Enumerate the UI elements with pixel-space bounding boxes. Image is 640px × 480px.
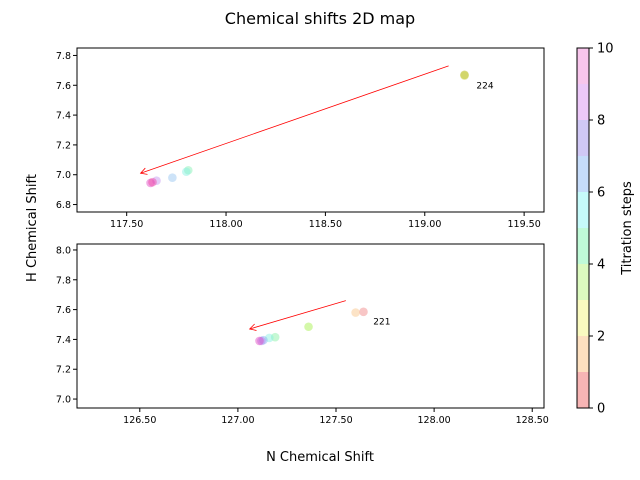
colorbar-segment [577, 48, 589, 84]
data-point [304, 322, 313, 332]
colorbar-segment [577, 300, 589, 336]
colorbar-label: Titration steps [620, 181, 635, 276]
colorbar-segment [577, 84, 589, 120]
colorbar-segment [577, 228, 589, 264]
arrow-head [139, 167, 148, 175]
colorbar-segment [577, 156, 589, 192]
colorbar-tick-label: 10 [597, 42, 614, 57]
x-tick-label: 127.00 [221, 415, 254, 426]
x-tick-label: 117.50 [110, 219, 143, 230]
x-tick-label: 118.00 [209, 219, 242, 230]
arrow-head [248, 323, 257, 331]
colorbar-segment [577, 120, 589, 156]
data-point [257, 336, 266, 346]
data-point [460, 70, 469, 80]
y-tick-label: 7.0 [56, 170, 71, 181]
colorbar-segment [577, 372, 589, 408]
plot-frame [76, 47, 545, 213]
y-tick-label: 7.8 [56, 275, 71, 286]
data-point [351, 308, 360, 317]
y-tick-label: 7.8 [56, 51, 71, 62]
y-tick-label: 6.8 [56, 200, 71, 211]
y-tick-label: 7.2 [56, 140, 71, 151]
shift-arrow [140, 65, 449, 174]
data-point [148, 177, 157, 187]
colorbar-segment [577, 192, 589, 228]
y-tick-label: 7.6 [56, 81, 71, 92]
residue-label: 224 [476, 81, 493, 91]
data-point [259, 335, 268, 345]
x-tick-label: 119.50 [508, 219, 541, 230]
data-point [168, 173, 177, 183]
y-axis-label: H Chemical Shift [25, 174, 40, 282]
y-tick-label: 7.2 [56, 365, 71, 376]
colorbar-tick-label: 6 [597, 186, 605, 201]
x-tick-label: 119.00 [408, 219, 441, 230]
y-tick-label: 8.0 [56, 245, 71, 256]
colorbar-tick-label: 2 [597, 330, 605, 345]
x-tick-label: 128.00 [417, 415, 450, 426]
plot-frame [76, 243, 545, 409]
colorbar: 0 2 4 6 8 10 [576, 42, 614, 417]
x-tick-label: 127.50 [319, 415, 352, 426]
data-point [255, 336, 264, 346]
y-tick-label: 7.4 [56, 335, 71, 346]
shift-arrow [249, 300, 346, 330]
data-point [460, 71, 469, 80]
colorbar-segment [577, 264, 589, 300]
colorbar-tick-label: 4 [597, 258, 605, 273]
bottom-panel: 126.50 127.00 127.50 128.00 128.50 7.0 7.2 7.4 7… [56, 243, 549, 426]
x-axis-label: N Chemical Shift [266, 450, 374, 465]
x-tick-label: 128.50 [516, 415, 549, 426]
y-tick-label: 7.4 [56, 111, 71, 122]
data-point [270, 332, 280, 342]
x-tick-label: 126.50 [123, 415, 156, 426]
data-point [146, 178, 155, 188]
data-point [359, 307, 368, 317]
data-point [264, 333, 274, 343]
chart-title: Chemical shifts 2D map [225, 9, 415, 28]
top-panel: 117.50 118.00 118.50 119.00 119.50 6.8 7.0 7.2 7… [56, 47, 545, 230]
data-point [183, 165, 193, 175]
y-tick-label: 7.0 [56, 395, 71, 406]
y-tick-label: 7.6 [56, 305, 71, 316]
colorbar-tick-label: 8 [597, 114, 605, 129]
colorbar-tick-label: 0 [597, 402, 605, 417]
data-point [181, 167, 191, 177]
colorbar-frame [576, 47, 590, 409]
data-point [152, 176, 161, 185]
x-tick-label: 118.50 [309, 219, 342, 230]
residue-label: 221 [373, 318, 390, 328]
colorbar-segment [577, 336, 589, 372]
